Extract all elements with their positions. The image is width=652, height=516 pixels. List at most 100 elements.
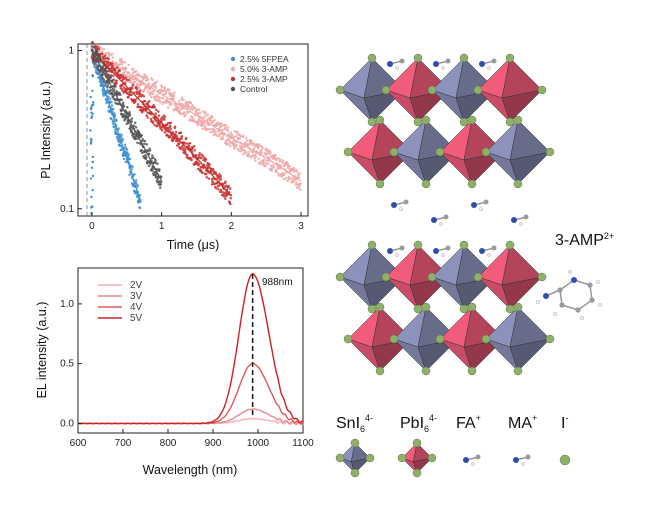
organic-cation-3amp bbox=[536, 270, 603, 321]
pl-point bbox=[145, 114, 148, 117]
pl-legend-label: 5.0% 3-AMP bbox=[240, 64, 288, 74]
pl-point bbox=[106, 84, 109, 87]
pl-point bbox=[141, 111, 144, 114]
pl-point bbox=[103, 63, 107, 67]
pl-point bbox=[197, 154, 201, 157]
pl-point bbox=[113, 114, 117, 117]
hydrogen-atom bbox=[596, 280, 601, 285]
pl-point bbox=[118, 69, 122, 72]
pl-point bbox=[185, 137, 188, 140]
pl-xlabel: Time (μs) bbox=[167, 238, 220, 252]
carbon-atom bbox=[557, 287, 563, 293]
iodide-atom bbox=[427, 85, 437, 95]
pl-point bbox=[229, 202, 232, 206]
pl-point bbox=[113, 68, 117, 72]
pl-point bbox=[93, 62, 96, 65]
pl-point bbox=[130, 129, 133, 132]
pl-point bbox=[131, 83, 135, 86]
pl-point bbox=[219, 178, 223, 181]
iodide-atom bbox=[335, 85, 345, 95]
pl-point bbox=[126, 151, 129, 154]
pl-point bbox=[121, 148, 124, 151]
iodide-atom bbox=[505, 53, 515, 63]
pl-point bbox=[140, 151, 144, 154]
legend-base: SnI bbox=[336, 415, 360, 432]
pl-point bbox=[122, 105, 126, 108]
small-cation bbox=[433, 245, 451, 257]
el-xtick-label: 700 bbox=[115, 438, 132, 449]
pl-point bbox=[127, 122, 130, 125]
pl-point bbox=[296, 171, 299, 174]
iodide-atom bbox=[335, 453, 345, 463]
pl-point bbox=[180, 134, 184, 138]
pl-point bbox=[126, 155, 130, 159]
pl-point bbox=[120, 98, 123, 101]
iodide-atom bbox=[375, 366, 385, 376]
iodide-atom bbox=[412, 468, 422, 478]
pl-ytick-label: 0.1 bbox=[60, 204, 74, 215]
pl-point bbox=[114, 61, 118, 64]
pl-point bbox=[260, 151, 263, 154]
pl-point bbox=[295, 181, 298, 185]
pl-point bbox=[134, 137, 137, 141]
pl-point bbox=[115, 119, 118, 123]
pl-point bbox=[226, 129, 230, 133]
pl-point bbox=[229, 196, 233, 200]
carbon-atom bbox=[587, 282, 593, 288]
pl-point bbox=[206, 113, 210, 116]
pl-point bbox=[211, 130, 215, 134]
pl-plot-frame bbox=[77, 43, 309, 217]
pl-point bbox=[89, 206, 93, 209]
pl-point bbox=[138, 206, 142, 210]
el-legend-label: 2V bbox=[130, 280, 143, 291]
pl-point bbox=[181, 144, 184, 148]
pl-point bbox=[182, 111, 186, 114]
pl-point bbox=[189, 107, 192, 111]
carbon-atom bbox=[475, 454, 481, 460]
nitrogen-atom bbox=[431, 217, 437, 223]
pl-point bbox=[264, 164, 267, 168]
pl-point bbox=[145, 156, 148, 159]
pl-point bbox=[124, 145, 127, 149]
pl-point bbox=[161, 97, 165, 100]
iodide-atom bbox=[435, 147, 445, 157]
el-peak-label: 988nm bbox=[262, 277, 293, 288]
pl-fit-line bbox=[91, 49, 302, 182]
pl-point bbox=[183, 148, 187, 151]
pl-point bbox=[265, 159, 268, 162]
pl-point bbox=[254, 153, 257, 156]
legend-superscript: + bbox=[532, 413, 537, 423]
el-legend-label: 4V bbox=[130, 302, 143, 313]
pl-point bbox=[109, 76, 113, 79]
pl-point bbox=[134, 179, 138, 182]
el-xtick-label: 900 bbox=[205, 438, 222, 449]
pl-point bbox=[221, 128, 224, 132]
pl-point bbox=[269, 151, 272, 154]
el-ytick-label: 0.5 bbox=[60, 359, 74, 370]
pl-point bbox=[254, 159, 257, 162]
pl-point bbox=[146, 78, 150, 82]
pl-point bbox=[112, 74, 115, 77]
pl-point bbox=[132, 132, 136, 136]
pl-point bbox=[247, 151, 250, 154]
pl-point bbox=[157, 88, 160, 92]
pl-point bbox=[213, 118, 216, 122]
pl-point bbox=[190, 115, 194, 118]
pl-point bbox=[111, 52, 114, 56]
pl-point bbox=[235, 144, 238, 147]
pl-point bbox=[257, 157, 260, 160]
pl-point bbox=[242, 152, 245, 156]
bond bbox=[577, 299, 593, 311]
pl-point bbox=[263, 158, 266, 161]
pl-ticks: 0 1 2 3 0.1 1 bbox=[60, 46, 304, 232]
pl-point bbox=[156, 162, 159, 165]
pl-point bbox=[137, 95, 141, 98]
hydrogen-atom bbox=[441, 253, 445, 257]
pl-point bbox=[172, 98, 175, 101]
pl-point bbox=[160, 119, 163, 122]
pl-point bbox=[272, 164, 275, 167]
pl-point bbox=[105, 70, 108, 74]
